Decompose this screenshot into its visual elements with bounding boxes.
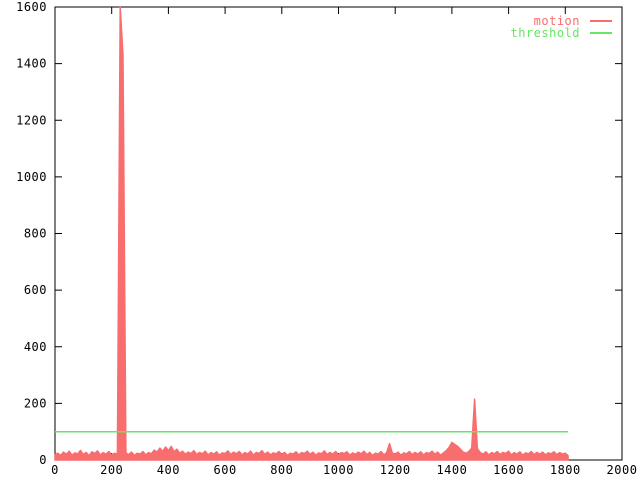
x-tick-label: 0 [51, 463, 59, 477]
x-tick-label: 1800 [550, 463, 581, 477]
threshold-line-sample-icon [590, 32, 612, 34]
x-tick-label: 200 [100, 463, 123, 477]
y-tick-label: 1400 [16, 57, 47, 71]
legend-item-threshold: threshold [510, 27, 612, 39]
y-tick-label: 200 [24, 396, 47, 410]
x-tick-label: 1600 [493, 463, 524, 477]
x-tick-label: 1000 [323, 463, 354, 477]
legend-item-motion: motion [534, 15, 612, 27]
y-tick-label: 1000 [16, 170, 47, 184]
series-motion [54, 6, 569, 461]
y-tick-label: 1600 [16, 0, 47, 14]
x-tick-label: 600 [214, 463, 237, 477]
plot-border [54, 6, 623, 461]
y-tick-label: 1200 [16, 113, 47, 127]
x-tick-label: 400 [157, 463, 180, 477]
y-tick-label: 600 [24, 283, 47, 297]
legend-label-threshold: threshold [510, 26, 580, 40]
x-tick-label: 800 [270, 463, 293, 477]
legend-label-motion: motion [533, 14, 580, 28]
x-tick-label: 1200 [380, 463, 411, 477]
y-tick-label: 800 [24, 227, 47, 241]
x-tick-label: 1400 [436, 463, 467, 477]
y-tick-label: 0 [39, 453, 47, 467]
legend: motion threshold [510, 15, 612, 39]
motion-line-sample-icon [590, 20, 612, 22]
y-tick-label: 400 [24, 340, 47, 354]
x-tick-label: 2000 [607, 463, 638, 477]
